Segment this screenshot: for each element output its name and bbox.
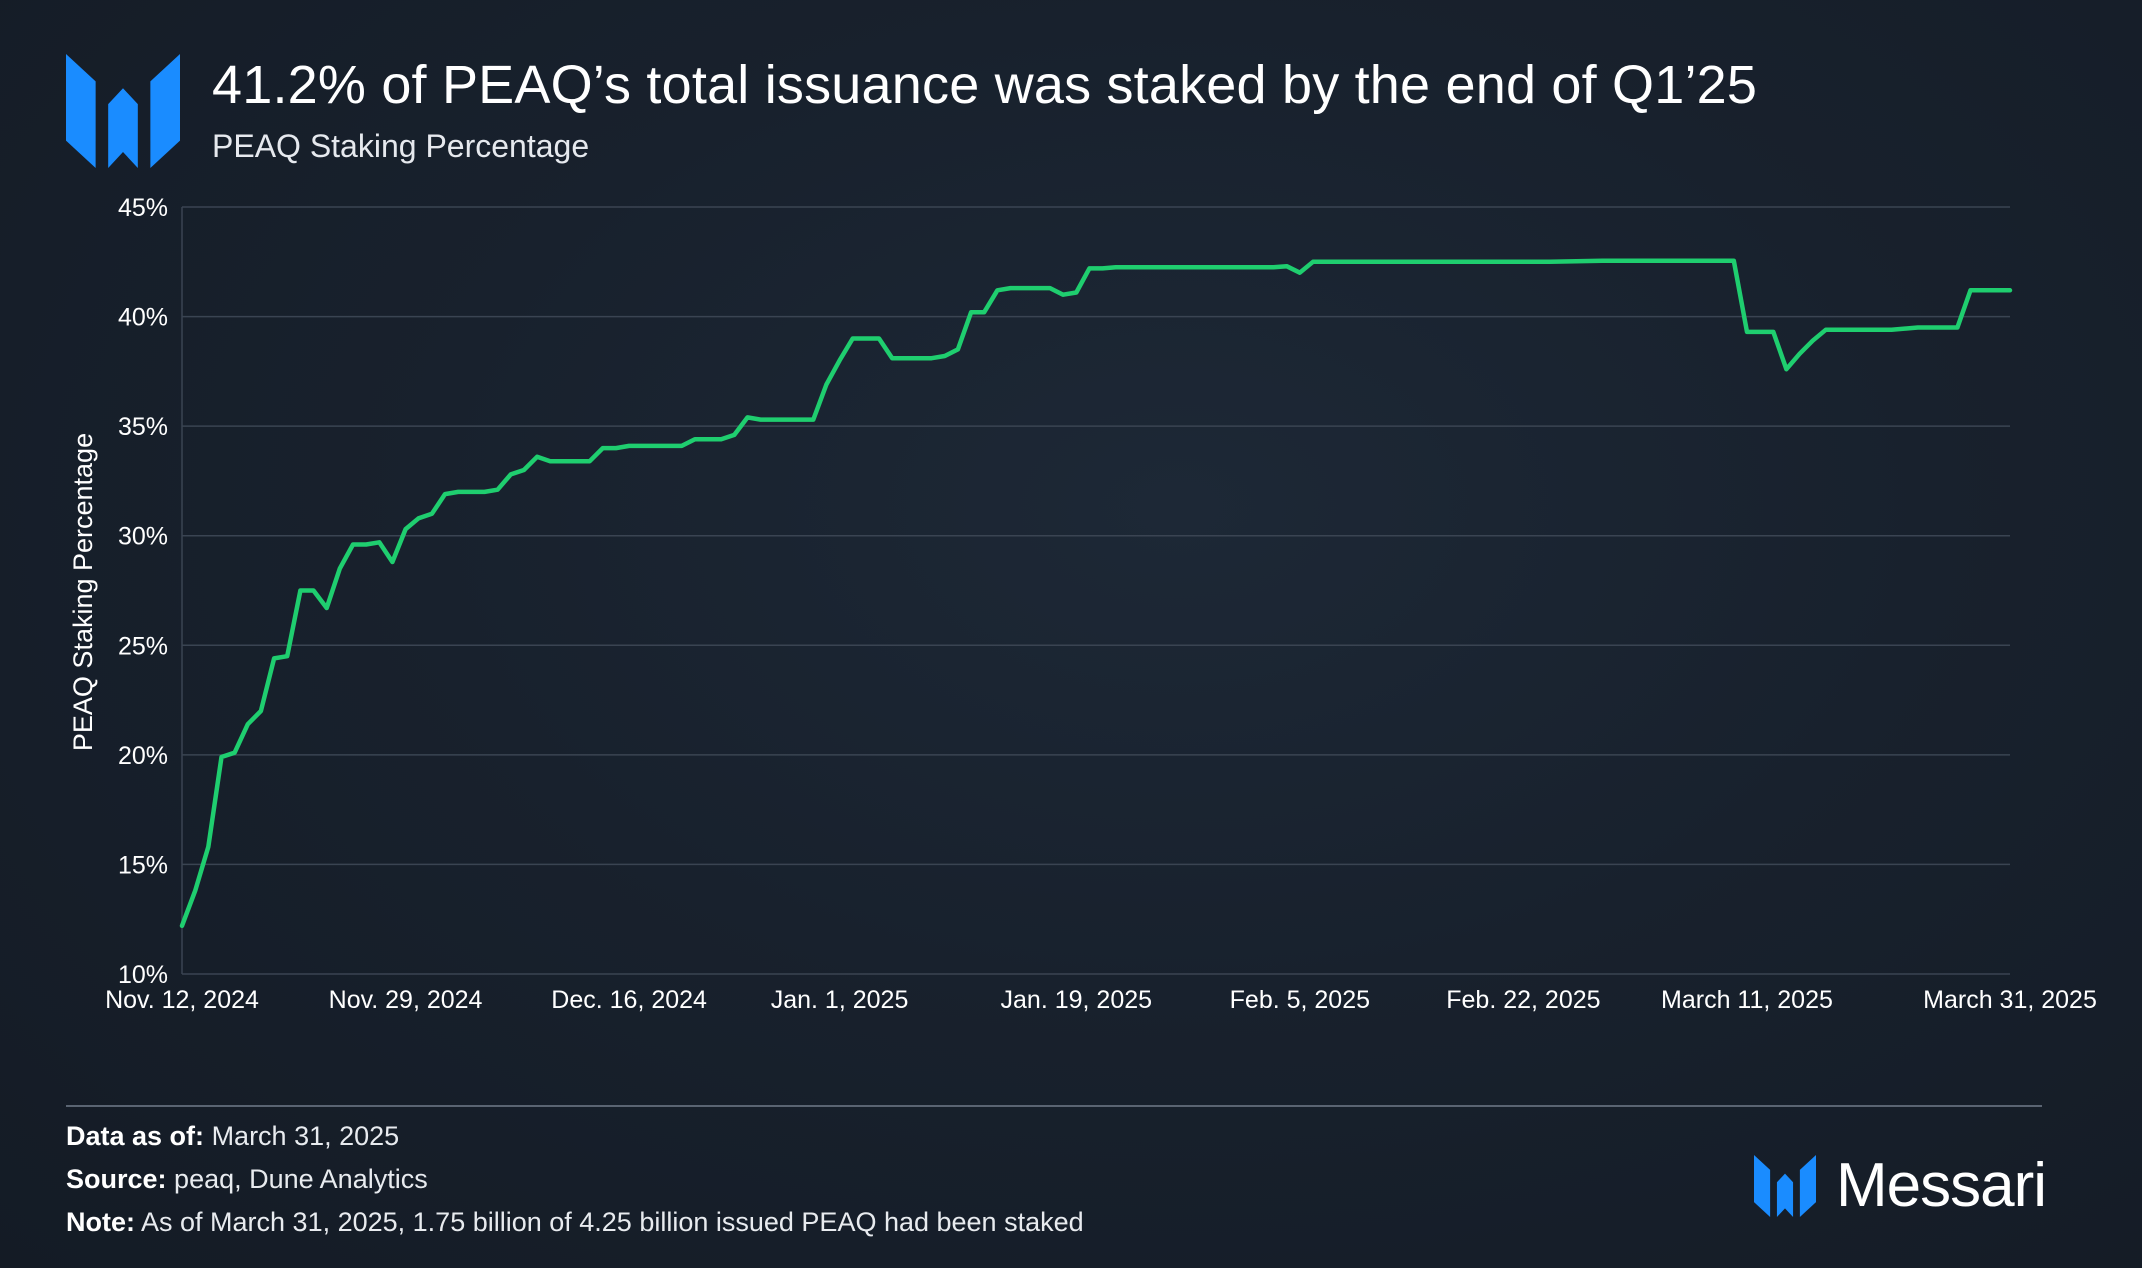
note-line: Note: As of March 31, 2025, 1.75 billion… [66, 1207, 1084, 1238]
y-axis-ticks: 10% 15% 20% 25% 30% 35% 40% 45% [118, 194, 168, 989]
footer-divider [66, 1105, 2042, 1107]
y-tick-label: 10% [118, 961, 168, 989]
x-tick-label: March 31, 2025 [1923, 986, 2097, 1014]
x-tick-label: Feb. 22, 2025 [1446, 986, 1600, 1014]
chart-title: 41.2% of PEAQ’s total issuance was stake… [212, 55, 1758, 115]
data-as-of-value: March 31, 2025 [211, 1121, 400, 1151]
y-tick-label: 20% [118, 742, 168, 770]
series-line [179, 258, 2013, 929]
y-tick-label: 15% [118, 851, 168, 879]
source-value: peaq, Dune Analytics [174, 1164, 428, 1194]
x-tick-label: Jan. 1, 2025 [771, 986, 909, 1014]
series-layer [179, 258, 2013, 929]
messari-logo-icon [66, 54, 180, 168]
source-line: Source: peaq, Dune Analytics [66, 1164, 428, 1195]
source-label: Source: [66, 1164, 167, 1194]
y-tick-label: 45% [118, 194, 168, 222]
y-tick-label: 30% [118, 523, 168, 551]
y-tick-label: 35% [118, 413, 168, 441]
chart-subtitle: PEAQ Staking Percentage [212, 128, 590, 164]
x-tick-label: Feb. 5, 2025 [1230, 986, 1370, 1014]
messari-brand: Messari [1752, 1150, 2047, 1221]
y-tick-label: 25% [118, 632, 168, 660]
brand-name: Messari [1836, 1151, 2047, 1220]
y-axis-label: PEAQ Staking Percentage [68, 433, 98, 751]
y-tick-label: 40% [118, 304, 168, 332]
x-tick-label: Nov. 12, 2024 [105, 986, 259, 1014]
note-value: As of March 31, 2025, 1.75 billion of 4.… [141, 1207, 1084, 1237]
grid-lines [181, 206, 2010, 975]
note-label: Note: [66, 1207, 135, 1237]
data-as-of-label: Data as of: [66, 1121, 205, 1151]
x-tick-label: March 11, 2025 [1661, 986, 1833, 1014]
data-as-of-line: Data as of: March 31, 2025 [66, 1121, 399, 1152]
x-axis-ticks: Nov. 12, 2024 Nov. 29, 2024 Dec. 16, 2024 J… [105, 986, 2097, 1014]
messari-brand-icon [1754, 1154, 1816, 1217]
x-tick-label: Dec. 16, 2024 [551, 986, 707, 1014]
x-tick-label: Nov. 29, 2024 [329, 986, 483, 1014]
x-tick-label: Jan. 19, 2025 [1001, 986, 1153, 1014]
